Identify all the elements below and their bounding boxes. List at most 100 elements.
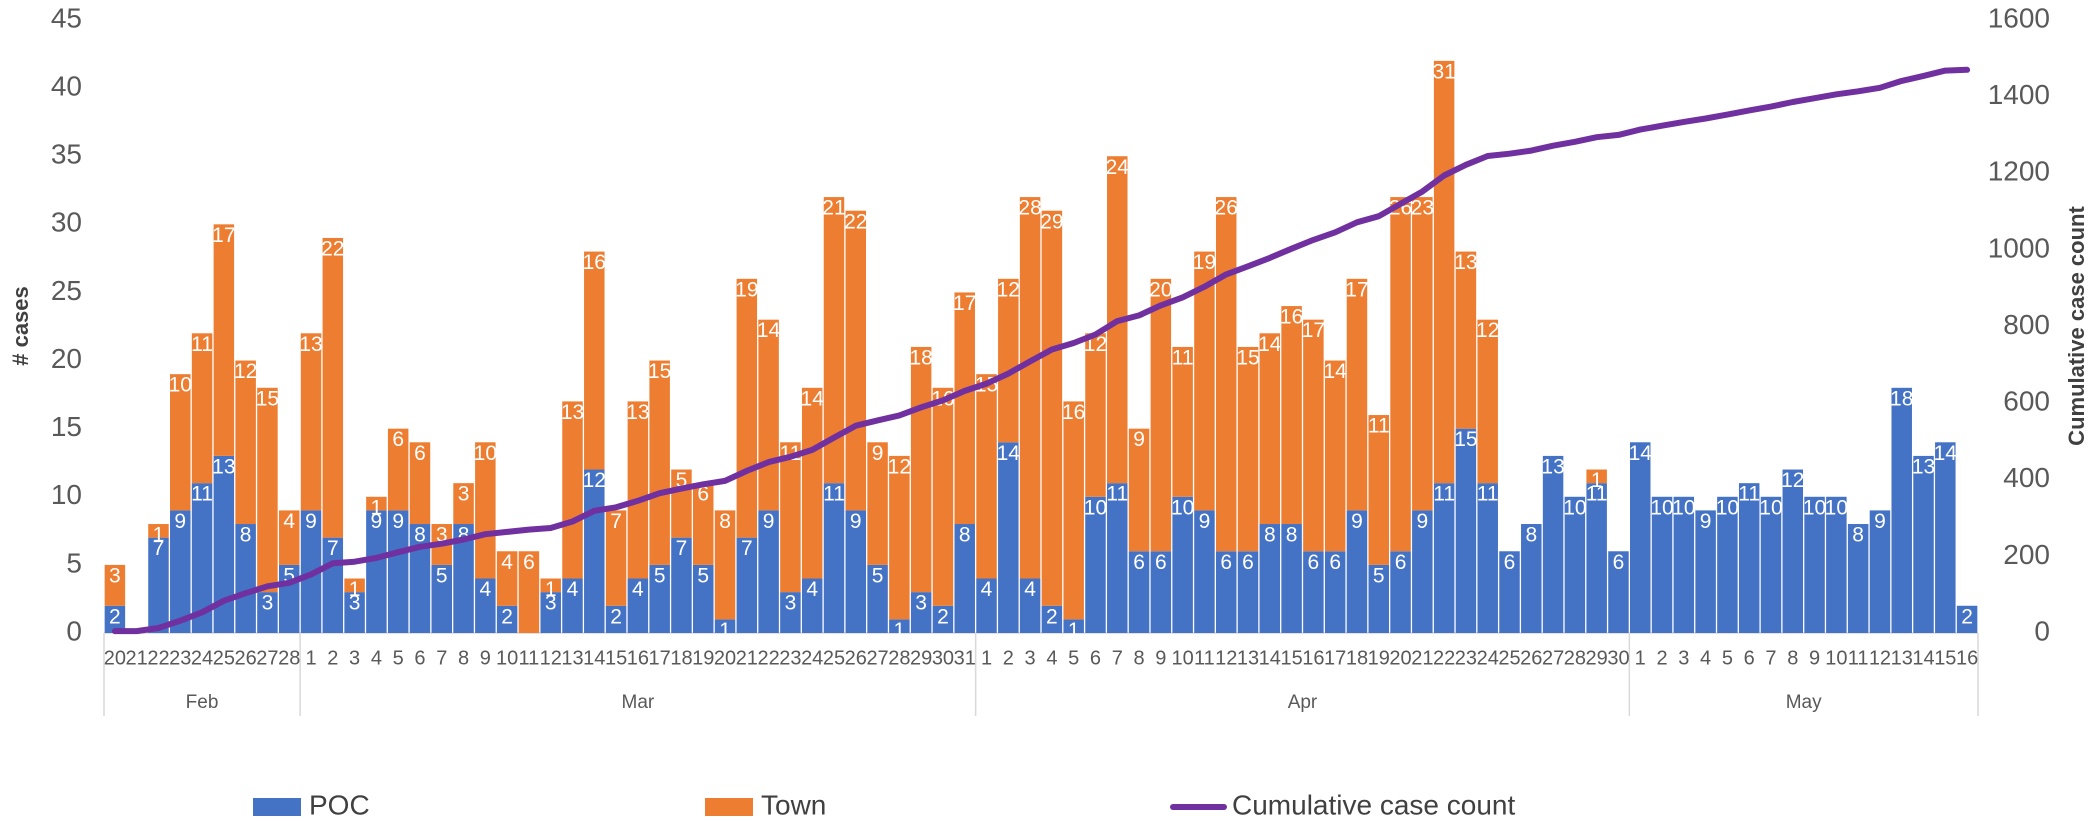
data-label: 6 (1504, 551, 1516, 574)
x-tick-label: 9 (1809, 647, 1820, 669)
data-label: 1 (545, 578, 557, 601)
bar-segment (1738, 483, 1760, 633)
legend-swatch (705, 798, 753, 816)
x-tick-label: 28 (888, 647, 910, 669)
x-tick-label: 16 (627, 647, 649, 669)
bar-segment (1194, 251, 1215, 511)
bar-segment (845, 510, 867, 633)
bar-segment (801, 387, 823, 579)
data-label: 8 (414, 524, 426, 547)
y-tick-label: 10 (51, 479, 82, 510)
x-tick-label: 30 (1607, 647, 1629, 669)
data-label: 19 (735, 278, 758, 301)
x-tick-label: 1 (1635, 647, 1646, 669)
bar-segment (1608, 551, 1629, 633)
bar-segment (1041, 210, 1063, 606)
x-tick-label: 28 (278, 647, 300, 669)
x-tick-label: 13 (1237, 647, 1259, 669)
data-label: 3 (915, 592, 927, 615)
data-label: 21 (822, 197, 845, 220)
bar-segment (387, 510, 409, 633)
data-label: 16 (583, 251, 606, 274)
data-label: 2 (610, 605, 622, 628)
bar-segment (1499, 551, 1520, 633)
bar-segment (235, 360, 256, 525)
x-tick-label: 16 (1956, 647, 1978, 669)
bar-segment (1869, 510, 1891, 633)
data-label: 7 (327, 537, 339, 560)
data-label: 10 (1825, 496, 1848, 519)
x-tick-label: 15 (1934, 647, 1956, 669)
bar-segment (1150, 551, 1172, 633)
bar-segment (475, 442, 496, 579)
bar-segment (170, 510, 191, 633)
bar-segment (1303, 551, 1324, 633)
data-label: 1 (1068, 619, 1080, 642)
data-label: 2 (501, 605, 513, 628)
data-label: 1 (153, 524, 165, 547)
x-tick-label: 2 (327, 647, 338, 669)
y-tick-label: 15 (51, 411, 82, 442)
bar-segment (1281, 306, 1302, 525)
bar-segment (235, 524, 256, 633)
data-label: 6 (1613, 551, 1625, 574)
x-tick-label: 6 (1744, 647, 1755, 669)
data-label: 11 (1368, 415, 1390, 438)
data-label: 15 (1236, 346, 1259, 369)
data-label: 10 (1171, 496, 1194, 519)
x-tick-label: 22 (757, 647, 779, 669)
bar-segment (1085, 333, 1106, 497)
data-label: 9 (1874, 510, 1886, 533)
data-label: 4 (981, 578, 993, 601)
x-tick-label: 14 (1259, 647, 1281, 669)
x-tick-label: 17 (649, 647, 671, 669)
x-tick-label: 26 (845, 647, 867, 669)
bar-segment (1717, 496, 1738, 633)
data-label: 16 (1280, 306, 1303, 329)
data-label: 14 (801, 387, 825, 410)
data-label: 8 (1286, 524, 1298, 547)
bar-segment (1390, 197, 1411, 552)
bar-segment (300, 333, 322, 511)
bar-segment (213, 455, 235, 633)
data-label: 8 (719, 510, 731, 533)
data-label: 6 (1395, 551, 1407, 574)
bar-segment (257, 592, 278, 633)
bar-segment (1455, 428, 1477, 633)
x-tick-label: 27 (1542, 647, 1564, 669)
x-tick-label: 3 (349, 647, 360, 669)
data-label: 11 (1738, 483, 1760, 506)
bar-segment (1390, 551, 1411, 633)
data-label: 13 (1541, 455, 1564, 478)
data-label: 12 (1781, 469, 1804, 492)
bar-segment (1150, 278, 1172, 552)
bar-segment (1695, 510, 1716, 633)
x-tick-label: 21 (126, 647, 148, 669)
y-axis-label: # cases (8, 286, 33, 366)
data-label: 1 (371, 496, 383, 519)
data-label: 4 (632, 578, 644, 601)
data-label: 9 (872, 442, 884, 465)
data-label: 1 (894, 619, 906, 642)
x-tick-label: 6 (414, 647, 425, 669)
x-tick-label: 25 (823, 647, 845, 669)
bar-segment (257, 387, 278, 593)
bar-segment (540, 592, 561, 633)
bar-segment (867, 564, 888, 633)
data-label: 3 (436, 524, 448, 547)
bar-segment (409, 442, 431, 525)
y-tick-label: 0 (66, 615, 82, 646)
data-label: 9 (763, 510, 775, 533)
x-tick-label: 26 (1520, 647, 1542, 669)
x-tick-label: 8 (1787, 647, 1798, 669)
data-label: 11 (1586, 483, 1608, 506)
bar-segment (910, 346, 932, 593)
bar-segment (1412, 510, 1433, 633)
bar-segment (845, 210, 867, 511)
bar-segment (278, 510, 300, 565)
x-tick-label: 31 (954, 647, 976, 669)
bar-segment (1063, 401, 1084, 620)
bar-segment (1913, 455, 1934, 633)
data-label: 13 (626, 401, 649, 424)
y-tick-label: 40 (51, 71, 82, 102)
